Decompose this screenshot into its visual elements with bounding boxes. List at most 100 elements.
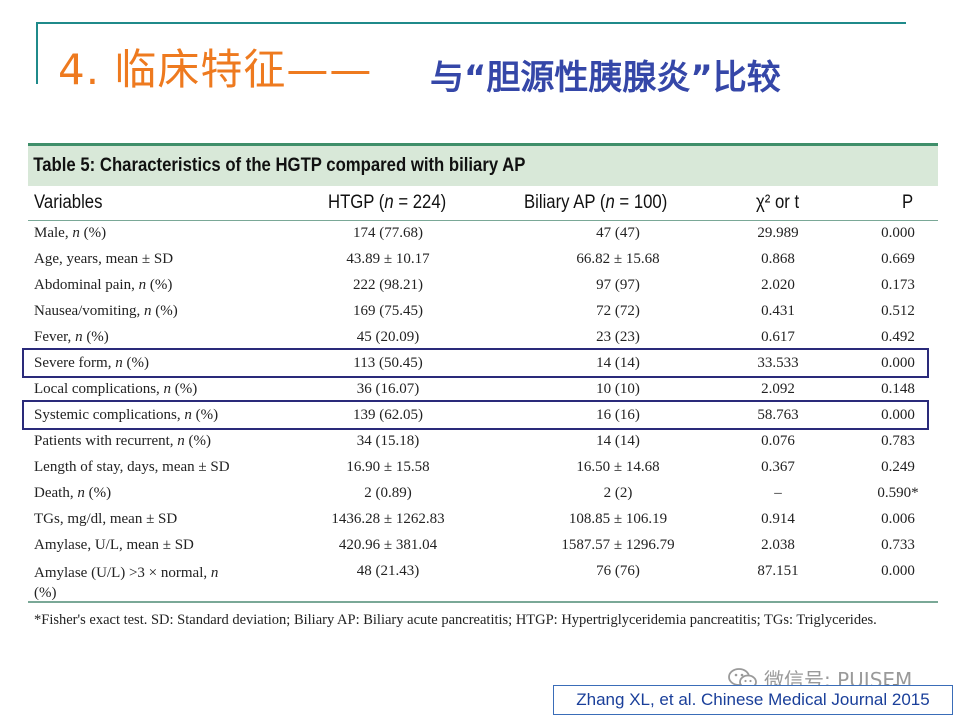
- highlight-box-severe-form: [22, 348, 929, 378]
- column-header-variables: Variables: [34, 192, 103, 213]
- cell-htgp: 174 (77.68): [353, 225, 423, 241]
- cell-variable: TGs, mg/dl, mean ± SD: [34, 511, 178, 527]
- slide-subtitle: 与“胆源性胰腺炎”比较: [430, 58, 781, 98]
- highlight-box-systemic-complications: [22, 400, 929, 430]
- table-row: Male, n (%) 174 (77.68) 47 (47) 29.989 0.000: [28, 221, 938, 247]
- cell-biliary: 108.85 ± 106.19: [568, 511, 668, 527]
- cell-variable: Amylase (U/L) >3 × normal, n (%): [34, 565, 219, 601]
- cell-statistic: 0.914: [761, 511, 795, 527]
- column-header-statistic: χ² or t: [756, 192, 800, 213]
- cell-biliary: 76 (76): [596, 563, 640, 579]
- cell-statistic: 0.076: [761, 433, 795, 449]
- table-row: Amylase (U/L) >3 × normal, n (%) 48 (21.4…: [28, 559, 938, 601]
- table-bottom-rule: [28, 601, 938, 603]
- cell-variable: Male, n (%): [34, 225, 107, 241]
- table-row: Age, years, mean ± SD 43.89 ± 10.17 66.82 …: [28, 247, 938, 273]
- cell-biliary: 72 (72): [596, 303, 640, 319]
- table-footnote: *Fisher's exact test. SD: Standard devia…: [34, 612, 877, 628]
- cell-variable: Death, n (%): [34, 485, 112, 501]
- cell-biliary: 10 (10): [596, 381, 640, 397]
- cell-biliary: 97 (97): [596, 277, 640, 293]
- cell-htgp: 45 (20.09): [356, 329, 420, 345]
- cell-p: 0.173: [881, 277, 915, 293]
- table-row: Patients with recurrent, n (%) 34 (15.18)…: [28, 429, 938, 455]
- cell-p: 0.669: [881, 251, 915, 267]
- table-row: Death, n (%) 2 (0.89) 2 (2) – 0.590*: [28, 481, 938, 507]
- table-row: Nausea/vomiting, n (%) 169 (75.45) 72 (72)…: [28, 299, 938, 325]
- cell-htgp: 16.90 ± 15.58: [346, 459, 430, 475]
- cell-htgp: 43.89 ± 10.17: [346, 251, 430, 267]
- cell-statistic: 33.533: [757, 355, 799, 371]
- cell-p: 0.000: [881, 563, 915, 579]
- cell-statistic: 0.367: [761, 459, 795, 475]
- title-divider-left: [36, 22, 38, 84]
- table-caption-bar: Table 5: Characteristics of the HGTP com…: [28, 143, 938, 186]
- cell-variable: Nausea/vomiting, n (%): [34, 303, 178, 319]
- cell-htgp: 139 (62.05): [353, 407, 423, 423]
- table-header-row: Variables HTGP (n = 224) Biliary AP (n =…: [28, 186, 938, 221]
- column-header-biliary: Biliary AP (n = 100): [524, 192, 668, 213]
- title-divider-top: [36, 22, 906, 24]
- cell-variable: Age, years, mean ± SD: [34, 251, 174, 267]
- citation-text: Zhang XL, et al. Chinese Medical Journal…: [576, 690, 930, 709]
- table-row: Systemic complications, n (%) 139 (62.05)…: [28, 403, 938, 429]
- cell-biliary: 2 (2): [603, 485, 633, 501]
- cell-biliary: 16 (16): [596, 407, 640, 423]
- citation-box: Zhang XL, et al. Chinese Medical Journal…: [553, 685, 953, 715]
- table-row: Length of stay, days, mean ± SD 16.90 ± 1…: [28, 455, 938, 481]
- table-row: Severe form, n (%) 113 (50.45) 14 (14) 33.5…: [28, 351, 938, 377]
- cell-variable: Patients with recurrent, n (%): [34, 433, 212, 449]
- cell-variable: Local complications, n (%): [34, 381, 198, 397]
- characteristics-table: Table 5: Characteristics of the HGTP com…: [28, 143, 938, 603]
- cell-htgp: 36 (16.07): [356, 381, 420, 397]
- table-row: Amylase, U/L, mean ± SD 420.96 ± 381.04 15…: [28, 533, 938, 559]
- cell-statistic: 2.038: [761, 537, 795, 553]
- cell-variable: Amylase, U/L, mean ± SD: [34, 537, 194, 553]
- cell-p: 0.006: [881, 511, 915, 527]
- column-header-htgp: HTGP (n = 224): [328, 192, 447, 213]
- cell-statistic: 58.763: [757, 407, 799, 423]
- cell-statistic: 2.092: [761, 381, 795, 397]
- table-body: Male, n (%) 174 (77.68) 47 (47) 29.989 0.000…: [28, 221, 938, 601]
- cell-htgp: 222 (98.21): [353, 277, 423, 293]
- cell-htgp: 2 (0.89): [364, 485, 412, 501]
- cell-p: 0.000: [881, 407, 915, 423]
- cell-htgp: 34 (15.18): [356, 433, 420, 449]
- cell-p: 0.148: [881, 381, 915, 397]
- cell-variable: Abdominal pain, n (%): [34, 277, 173, 293]
- cell-htgp: 1436.28 ± 1262.83: [331, 511, 445, 527]
- cell-statistic: –: [774, 485, 782, 501]
- cell-biliary: 14 (14): [596, 433, 640, 449]
- cell-p: 0.512: [881, 303, 915, 319]
- cell-htgp: 420.96 ± 381.04: [338, 537, 438, 553]
- cell-p: 0.733: [881, 537, 915, 553]
- slide-title: 4. 临床特征——: [58, 45, 373, 94]
- wechat-icon: [728, 667, 757, 689]
- cell-p: 0.249: [881, 459, 915, 475]
- cell-biliary: 23 (23): [596, 329, 640, 345]
- cell-biliary: 1587.57 ± 1296.79: [561, 537, 675, 553]
- cell-p: 0.590*: [877, 485, 919, 501]
- table-caption: Table 5: Characteristics of the HGTP com…: [33, 155, 526, 176]
- cell-biliary: 47 (47): [596, 225, 640, 241]
- cell-statistic: 0.868: [761, 251, 795, 267]
- cell-p: 0.000: [881, 355, 915, 371]
- cell-statistic: 2.020: [761, 277, 795, 293]
- table-row: Fever, n (%) 45 (20.09) 23 (23) 0.617 0.492: [28, 325, 938, 351]
- cell-biliary: 14 (14): [596, 355, 640, 371]
- cell-p: 0.492: [881, 329, 915, 345]
- cell-variable: Length of stay, days, mean ± SD: [34, 459, 230, 475]
- cell-statistic: 0.431: [761, 303, 795, 319]
- cell-statistic: 87.151: [757, 563, 799, 579]
- table-row: Local complications, n (%) 36 (16.07) 10 (…: [28, 377, 938, 403]
- column-header-p: P: [902, 192, 914, 213]
- cell-p: 0.000: [881, 225, 915, 241]
- cell-p: 0.783: [881, 433, 915, 449]
- cell-biliary: 16.50 ± 14.68: [576, 459, 660, 475]
- cell-variable: Fever, n (%): [34, 329, 109, 345]
- cell-biliary: 66.82 ± 15.68: [576, 251, 660, 267]
- cell-statistic: 29.989: [757, 225, 799, 241]
- table-row: Abdominal pain, n (%) 222 (98.21) 97 (97) 2…: [28, 273, 938, 299]
- cell-htgp: 169 (75.45): [353, 303, 423, 319]
- cell-variable: Severe form, n (%): [34, 355, 149, 371]
